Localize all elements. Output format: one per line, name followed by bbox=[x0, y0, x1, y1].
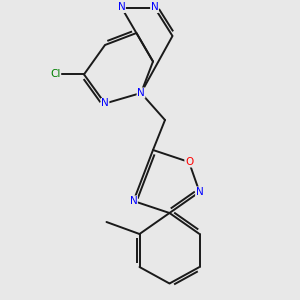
Text: N: N bbox=[130, 196, 137, 206]
Text: N: N bbox=[101, 98, 109, 109]
Text: N: N bbox=[137, 88, 145, 98]
Text: O: O bbox=[185, 157, 193, 167]
Text: N: N bbox=[196, 187, 203, 197]
Text: N: N bbox=[151, 2, 158, 13]
Text: Cl: Cl bbox=[50, 69, 61, 80]
Text: N: N bbox=[118, 2, 125, 13]
